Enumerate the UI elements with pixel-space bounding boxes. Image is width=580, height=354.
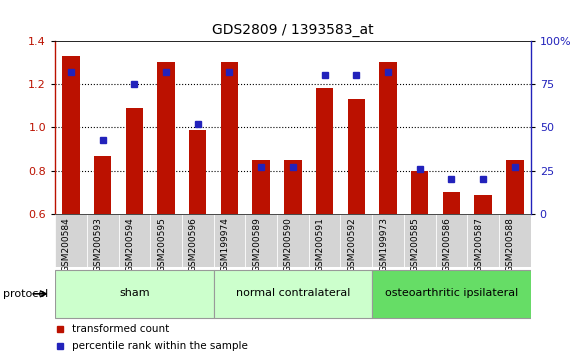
Bar [62,56,79,214]
Bar [340,214,372,267]
Text: GSM200589: GSM200589 [252,217,261,272]
Bar [126,108,143,214]
Text: protocol: protocol [3,289,48,299]
Bar [213,270,372,318]
Title: GDS2809 / 1393583_at: GDS2809 / 1393583_at [212,23,374,37]
Bar [316,88,334,214]
Bar [157,62,175,214]
Bar [277,214,309,267]
Text: transformed count: transformed count [72,324,169,334]
Text: GSM200587: GSM200587 [474,217,483,272]
Text: GSM200596: GSM200596 [188,217,198,272]
Bar [189,130,206,214]
Bar [404,214,436,267]
Bar [499,214,531,267]
Text: sham: sham [119,288,150,298]
Text: osteoarthritic ipsilateral: osteoarthritic ipsilateral [385,288,518,298]
Text: GSM199973: GSM199973 [379,217,388,272]
Text: normal contralateral: normal contralateral [235,288,350,298]
Bar [213,214,245,267]
Text: GSM200592: GSM200592 [347,217,356,272]
Bar [118,214,150,267]
Text: GSM199974: GSM199974 [220,217,230,272]
Bar [87,214,118,267]
Text: GSM200586: GSM200586 [443,217,451,272]
Bar [436,214,467,267]
Bar [372,214,404,267]
Bar [55,270,213,318]
Bar [284,160,302,214]
Bar [347,99,365,214]
Text: GSM200584: GSM200584 [62,217,71,272]
Bar [411,171,429,214]
Bar [506,160,524,214]
Text: GSM200588: GSM200588 [506,217,515,272]
Text: GSM200593: GSM200593 [93,217,103,272]
Bar [182,214,213,267]
Text: GSM200594: GSM200594 [125,217,135,272]
Text: GSM200591: GSM200591 [316,217,325,272]
Text: GSM200585: GSM200585 [411,217,420,272]
Bar [245,214,277,267]
Bar [55,214,87,267]
Bar [94,156,111,214]
Bar [443,193,460,214]
Bar [252,160,270,214]
Bar [150,214,182,267]
Bar [379,62,397,214]
Bar [474,195,492,214]
Text: percentile rank within the sample: percentile rank within the sample [72,341,248,350]
Bar [221,62,238,214]
Text: GSM200590: GSM200590 [284,217,293,272]
Text: GSM200595: GSM200595 [157,217,166,272]
Bar [372,270,531,318]
Bar [309,214,340,267]
Bar [467,214,499,267]
